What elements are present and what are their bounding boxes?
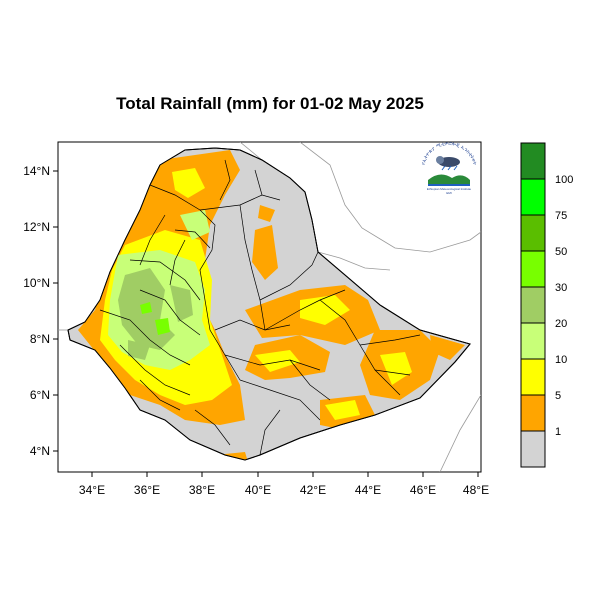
x-tick-label: 46°E bbox=[410, 483, 436, 497]
colorbar-label: 100 bbox=[555, 174, 573, 186]
admin-boundaries bbox=[99, 159, 421, 456]
x-tick-label: 34°E bbox=[79, 483, 105, 497]
colorbar-label: 50 bbox=[555, 246, 567, 258]
colorbar-label: 10 bbox=[555, 354, 567, 366]
y-tick-labels: 14°N 12°N 10°N 8°N 6°N 4°N bbox=[23, 164, 50, 458]
x-tick-label: 48°E bbox=[463, 483, 489, 497]
colorbar-label: 5 bbox=[555, 390, 561, 402]
colorbar-box-75-100 bbox=[520, 178, 546, 216]
colorbar-label: 75 bbox=[555, 210, 567, 222]
colorbar-label: 1 bbox=[555, 426, 561, 438]
logo-rain-icon bbox=[441, 165, 458, 171]
logo-sub: EMI bbox=[446, 191, 452, 195]
y-tick-label: 10°N bbox=[23, 276, 50, 290]
colorbar-box-5-10 bbox=[520, 358, 546, 396]
x-tick-label: 36°E bbox=[134, 483, 160, 497]
logo-caption: Ethiopian Meteorological Institute bbox=[427, 187, 472, 191]
colorbar-box-below-1 bbox=[520, 430, 546, 468]
x-tick-label: 38°E bbox=[189, 483, 215, 497]
rain-30-50mm bbox=[140, 302, 170, 335]
colorbar-box-10-20 bbox=[520, 322, 546, 360]
y-tick-label: 8°N bbox=[30, 332, 50, 346]
logo-hills-icon bbox=[428, 174, 470, 184]
logo-water-icon bbox=[428, 184, 470, 186]
y-tick-label: 6°N bbox=[30, 388, 50, 402]
x-tick-label: 40°E bbox=[245, 483, 271, 497]
x-tick-labels: 34°E 36°E 38°E 40°E 42°E 44°E 46°E 48°E bbox=[79, 483, 489, 497]
y-tick-label: 4°N bbox=[30, 444, 50, 458]
country-outline bbox=[67, 147, 471, 461]
colorbar: 100 75 50 30 20 10 5 1 bbox=[520, 142, 573, 468]
x-tick-label: 44°E bbox=[355, 483, 381, 497]
y-tick-label: 12°N bbox=[23, 220, 50, 234]
x-tick-label: 42°E bbox=[300, 483, 326, 497]
logo-cloud-puff bbox=[436, 156, 444, 164]
colorbar-box-20-30 bbox=[520, 286, 546, 324]
y-tick-label: 14°N bbox=[23, 164, 50, 178]
colorbar-label: 20 bbox=[555, 318, 567, 330]
colorbar-label: 30 bbox=[555, 282, 567, 294]
colorbar-box-1-5 bbox=[520, 394, 546, 432]
colorbar-box-50-75 bbox=[520, 214, 546, 252]
axis-ticks bbox=[53, 170, 479, 477]
colorbar-box-30-50 bbox=[520, 250, 546, 288]
map-title: Total Rainfall (mm) for 01-02 May 2025 bbox=[116, 94, 424, 113]
colorbar-box-100plus bbox=[520, 142, 546, 180]
